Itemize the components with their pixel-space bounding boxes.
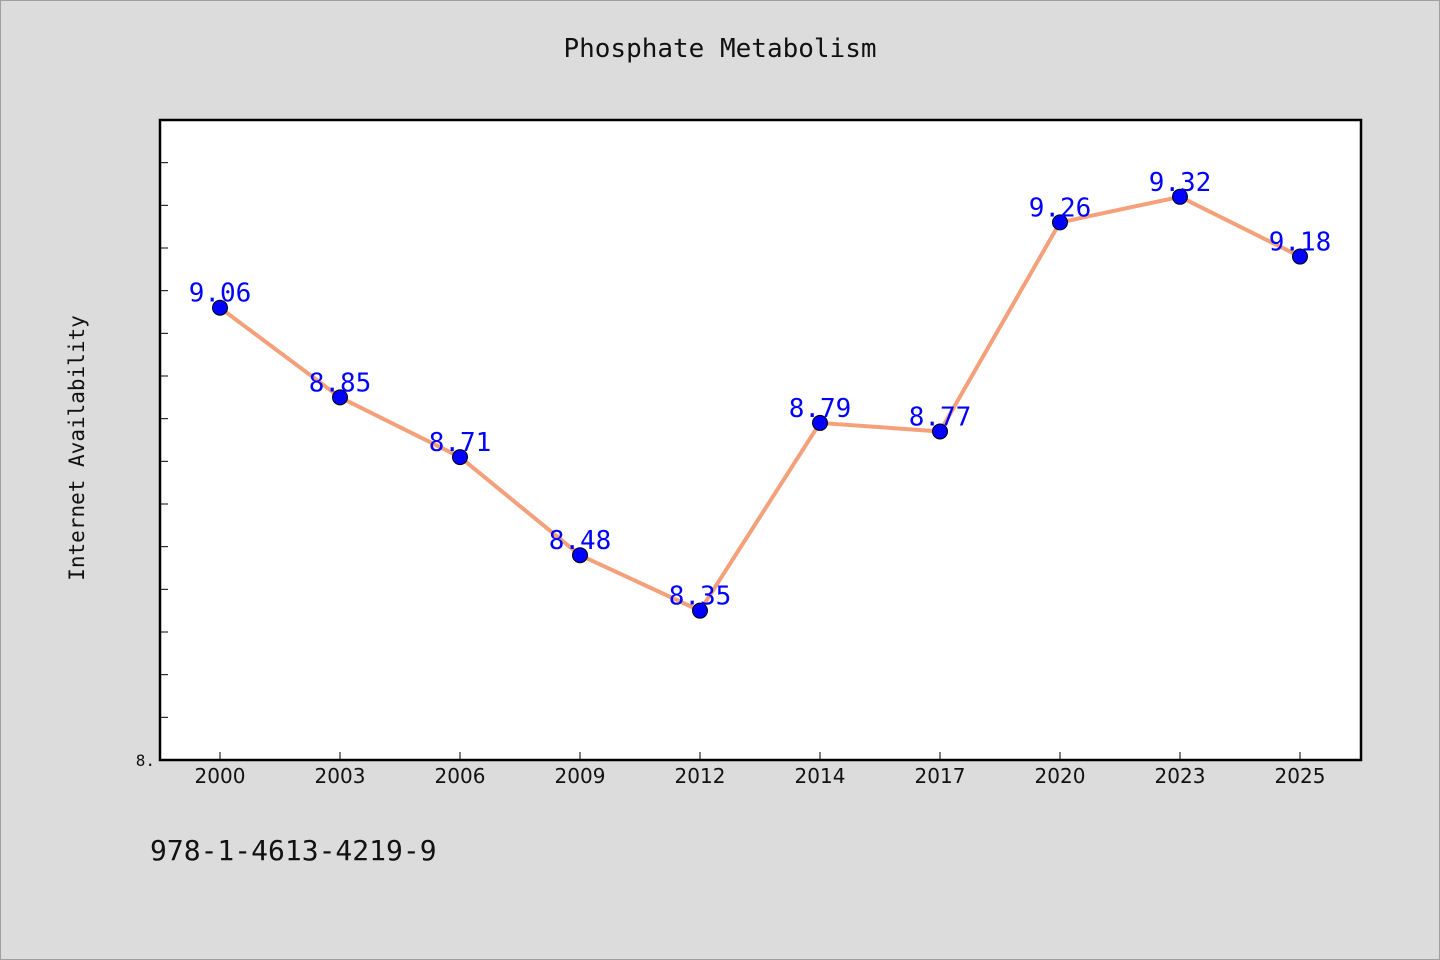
x-tick-label: 2017 <box>915 764 966 788</box>
data-point <box>932 423 948 440</box>
data-point <box>452 449 468 466</box>
data-label: 8.85 <box>309 368 372 398</box>
data-point <box>212 299 228 316</box>
chart-title: Phosphate Metabolism <box>563 34 877 64</box>
x-tick-label: 2006 <box>435 764 486 788</box>
data-label: 9.18 <box>1269 228 1332 258</box>
data-point <box>332 389 348 406</box>
x-tick-label: 2000 <box>195 764 246 788</box>
x-tick-label: 2009 <box>555 764 606 788</box>
data-label: 8.77 <box>909 402 972 432</box>
x-tick-label: 2012 <box>675 764 726 788</box>
x-tick-label: 2014 <box>795 764 846 788</box>
data-label: 8.35 <box>669 582 732 612</box>
footer-isbn: 978-1-4613-4219-9 <box>150 834 437 867</box>
data-point <box>572 547 588 564</box>
data-label: 9.32 <box>1149 168 1212 198</box>
data-label: 9.06 <box>189 279 252 309</box>
series-line <box>218 194 1301 613</box>
x-tick-label: 2020 <box>1035 764 1086 788</box>
data-point <box>1292 248 1308 265</box>
y-axis-ticks <box>160 162 168 718</box>
plot-area <box>160 120 1361 760</box>
data-label: 8.71 <box>429 428 492 458</box>
data-point <box>1052 214 1068 231</box>
data-label: 8.79 <box>789 394 852 424</box>
x-tick-label: 2023 <box>1155 764 1206 788</box>
x-tick-label: 2003 <box>315 764 366 788</box>
x-tick-label: 2025 <box>1275 764 1326 788</box>
data-point <box>1172 188 1188 205</box>
data-label: 8.48 <box>549 526 612 556</box>
y-tick-label: 8. <box>136 751 155 770</box>
data-label: 9.26 <box>1029 193 1092 223</box>
data-point <box>812 414 828 431</box>
plot-border <box>158 118 1363 762</box>
data-point <box>692 602 708 619</box>
